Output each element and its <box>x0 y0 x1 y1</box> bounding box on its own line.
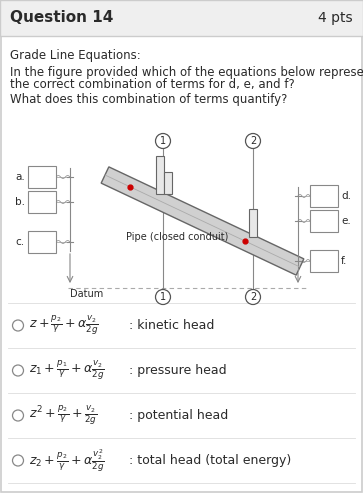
Text: a.: a. <box>15 172 25 182</box>
Text: 1: 1 <box>160 136 166 146</box>
Circle shape <box>155 289 171 305</box>
Bar <box>156 156 164 194</box>
Text: In the figure provided which of the equations below represents: In the figure provided which of the equa… <box>10 66 363 79</box>
Bar <box>28 191 56 213</box>
Text: $z^2 + \frac{p_2}{\gamma} + \frac{v_2}{2g}$: $z^2 + \frac{p_2}{\gamma} + \frac{v_2}{2… <box>29 404 97 427</box>
Polygon shape <box>101 167 304 275</box>
Bar <box>310 250 338 272</box>
Text: c.: c. <box>16 237 25 247</box>
Bar <box>310 185 338 207</box>
Circle shape <box>245 289 261 305</box>
Text: Pipe (closed conduit): Pipe (closed conduit) <box>126 232 228 242</box>
Text: 1: 1 <box>160 292 166 302</box>
Text: $z_2 + \frac{p_2}{\gamma} + \alpha\frac{v_2^2}{2g}$: $z_2 + \frac{p_2}{\gamma} + \alpha\frac{… <box>29 447 105 474</box>
Bar <box>28 166 56 188</box>
Text: : kinetic head: : kinetic head <box>129 319 215 332</box>
Text: : pressure head: : pressure head <box>129 364 227 377</box>
Text: : total head (total energy): : total head (total energy) <box>129 454 291 467</box>
Bar <box>0 0 363 36</box>
Bar <box>310 210 338 232</box>
Text: f.: f. <box>341 256 347 266</box>
Bar <box>28 231 56 253</box>
Text: 2: 2 <box>250 292 256 302</box>
Text: $z_1 + \frac{p_1}{\gamma} + \alpha\frac{v_2}{2g}$: $z_1 + \frac{p_1}{\gamma} + \alpha\frac{… <box>29 359 105 382</box>
Bar <box>249 209 257 237</box>
Text: Question 14: Question 14 <box>10 10 113 26</box>
Text: Datum: Datum <box>70 289 103 299</box>
Text: Grade Line Equations:: Grade Line Equations: <box>10 49 141 62</box>
Text: e.: e. <box>341 216 351 226</box>
Text: 4 pts: 4 pts <box>318 11 353 25</box>
Circle shape <box>12 365 24 376</box>
Text: 2: 2 <box>250 136 256 146</box>
Circle shape <box>12 410 24 421</box>
Text: the correct combination of terms for d, e, and f?: the correct combination of terms for d, … <box>10 78 295 91</box>
Circle shape <box>12 320 24 331</box>
Text: d.: d. <box>341 191 351 201</box>
Text: : potential head: : potential head <box>129 409 228 422</box>
Circle shape <box>245 134 261 148</box>
Text: b.: b. <box>15 197 25 207</box>
Circle shape <box>12 455 24 466</box>
Bar <box>164 172 172 194</box>
Circle shape <box>155 134 171 148</box>
Text: $z + \frac{p_2}{\gamma} + \alpha\frac{v_2}{2g}$: $z + \frac{p_2}{\gamma} + \alpha\frac{v_… <box>29 314 99 337</box>
Text: What does this combination of terms quantify?: What does this combination of terms quan… <box>10 93 287 106</box>
